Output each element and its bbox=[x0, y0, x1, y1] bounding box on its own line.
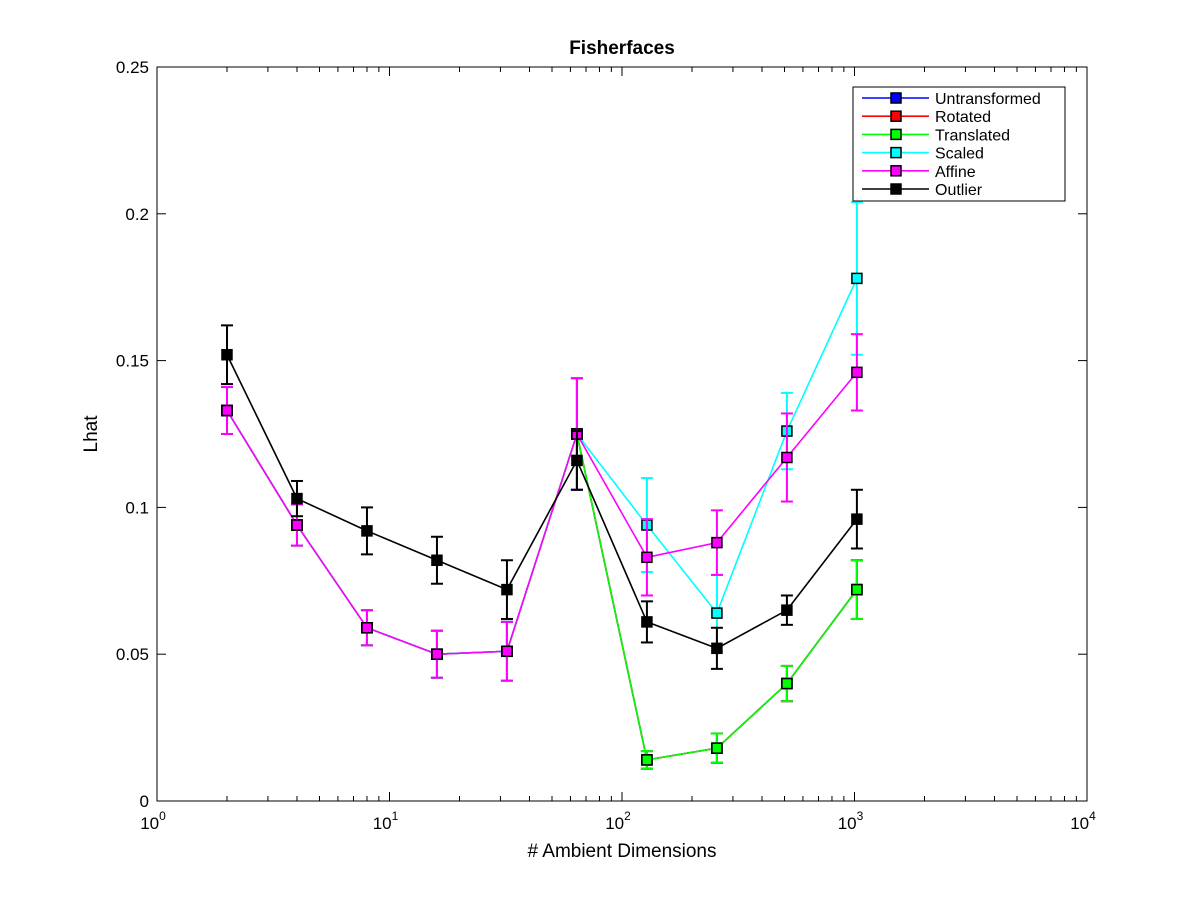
y-tick-label: 0.2 bbox=[125, 205, 149, 224]
x-tick-label: 101 bbox=[373, 809, 399, 833]
axis-ticks: 100 101 102 103 104 0 0.05 0.1 0.15 0.2 0.25 bbox=[116, 58, 1096, 833]
data-point bbox=[851, 366, 863, 379]
data-point bbox=[291, 519, 303, 531]
x-tick-label: 102 bbox=[605, 809, 631, 833]
data-point bbox=[851, 272, 863, 285]
data-point bbox=[711, 607, 723, 619]
data-point bbox=[571, 454, 583, 467]
legend-box bbox=[852, 86, 1066, 202]
legend-label-translated: Translated bbox=[935, 127, 1010, 144]
series-layer bbox=[220, 201, 863, 770]
data-point bbox=[641, 616, 653, 628]
data-point bbox=[431, 648, 443, 660]
data-point bbox=[641, 754, 653, 766]
data-point bbox=[851, 583, 863, 596]
data-point bbox=[851, 513, 863, 525]
y-tick-label: 0.1 bbox=[125, 498, 149, 517]
legend-label-outlier: Outlier bbox=[935, 182, 983, 199]
y-tick-label: 0.15 bbox=[116, 352, 149, 371]
y-tick-label: 0 bbox=[140, 792, 149, 811]
legend-marker bbox=[890, 92, 902, 104]
legend-marker bbox=[890, 165, 902, 177]
y-axis-label: Lhat bbox=[81, 415, 102, 453]
legend-label-rotated: Rotated bbox=[935, 109, 991, 126]
data-point bbox=[781, 604, 793, 616]
data-point bbox=[361, 525, 373, 537]
x-axis-label: # Ambient Dimensions bbox=[527, 841, 716, 862]
x-tick-label: 103 bbox=[838, 809, 864, 833]
data-point bbox=[641, 551, 653, 564]
y-tick-label: 0.05 bbox=[116, 645, 149, 664]
legend-marker bbox=[890, 146, 902, 159]
series-outlier bbox=[220, 324, 863, 670]
legend-label-untransformed: Untransformed bbox=[935, 91, 1041, 108]
data-point bbox=[711, 742, 723, 754]
legend-marker bbox=[890, 183, 902, 195]
legend-label-scaled: Scaled bbox=[935, 146, 984, 163]
data-point bbox=[501, 583, 513, 596]
data-point bbox=[781, 677, 793, 690]
series-line bbox=[226, 371, 858, 656]
series-line bbox=[226, 354, 858, 650]
data-point bbox=[291, 492, 303, 505]
data-point bbox=[431, 554, 443, 566]
data-point bbox=[501, 645, 513, 658]
data-point bbox=[711, 536, 723, 549]
legend-marker bbox=[890, 110, 902, 122]
legend-label-affine: Affine bbox=[935, 164, 976, 181]
chart-title: Fisherfaces bbox=[569, 38, 675, 59]
data-point bbox=[361, 622, 373, 634]
data-point bbox=[781, 451, 793, 464]
data-point bbox=[221, 404, 233, 417]
legend-marker bbox=[890, 128, 902, 141]
x-tick-label: 104 bbox=[1070, 809, 1096, 833]
data-point bbox=[711, 642, 723, 655]
data-point bbox=[221, 348, 233, 361]
y-tick-label: 0.25 bbox=[116, 58, 149, 77]
x-tick-label: 100 bbox=[140, 809, 166, 833]
